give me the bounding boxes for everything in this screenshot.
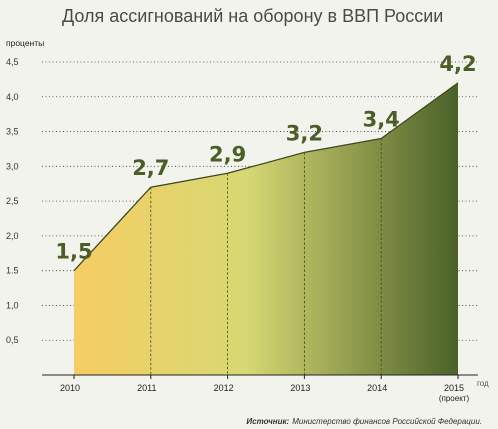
x-tick-labels: 2010 2011 2012 2013 2014 2015(проект) <box>60 383 469 403</box>
y-tick-label: 2,0 <box>6 231 19 241</box>
x-axis <box>42 374 478 379</box>
data-label: 2,7 <box>132 156 169 180</box>
x-tick-label: 2015 <box>444 383 464 393</box>
y-tick-label: 1,0 <box>6 300 19 310</box>
y-axis-label: проценты <box>6 38 44 48</box>
x-tick-label: 2011 <box>137 383 156 393</box>
y-tick-label: 3,0 <box>6 161 19 171</box>
data-label: 3,2 <box>286 121 323 145</box>
y-tick-labels: 0,5 1,0 1.5 2,0 2,5 3,0 3,5 4,0 4,5 <box>6 57 19 345</box>
y-tick-label: 0,5 <box>6 335 19 345</box>
y-tick-label: 1.5 <box>6 266 19 276</box>
y-tick-label: 2,5 <box>6 196 19 206</box>
x-tick-label: 2013 <box>290 383 310 393</box>
y-tick-label: 3,5 <box>6 127 19 137</box>
data-label: 3,4 <box>363 108 400 132</box>
series-area <box>74 82 458 375</box>
area-layer <box>73 82 459 375</box>
year-dividers <box>150 138 382 375</box>
data-label: 4,2 <box>439 52 476 76</box>
data-label: 2,9 <box>209 142 246 166</box>
data-labels: 1,5 2,7 2,9 3,2 3,4 4,2 <box>55 52 476 264</box>
source-label: Источник: <box>246 417 289 426</box>
y-tick-label: 4,5 <box>6 57 19 67</box>
x-tick-label: 2012 <box>214 383 234 393</box>
data-label: 1,5 <box>55 240 92 264</box>
source-text: Министерство финансов Российской Федерац… <box>292 417 482 426</box>
series-line <box>73 82 459 272</box>
chart-title: Доля ассигнований на оборону в ВВП Росси… <box>62 6 443 26</box>
y-tick-label: 4,0 <box>6 92 19 102</box>
x-tick-label: 2014 <box>367 383 387 393</box>
x-tick-note: (проект) <box>439 394 470 403</box>
x-tick-label: 2010 <box>60 383 80 393</box>
x-axis-label: год <box>477 379 489 388</box>
source-note: Источник: Министерство финансов Российско… <box>246 417 482 426</box>
